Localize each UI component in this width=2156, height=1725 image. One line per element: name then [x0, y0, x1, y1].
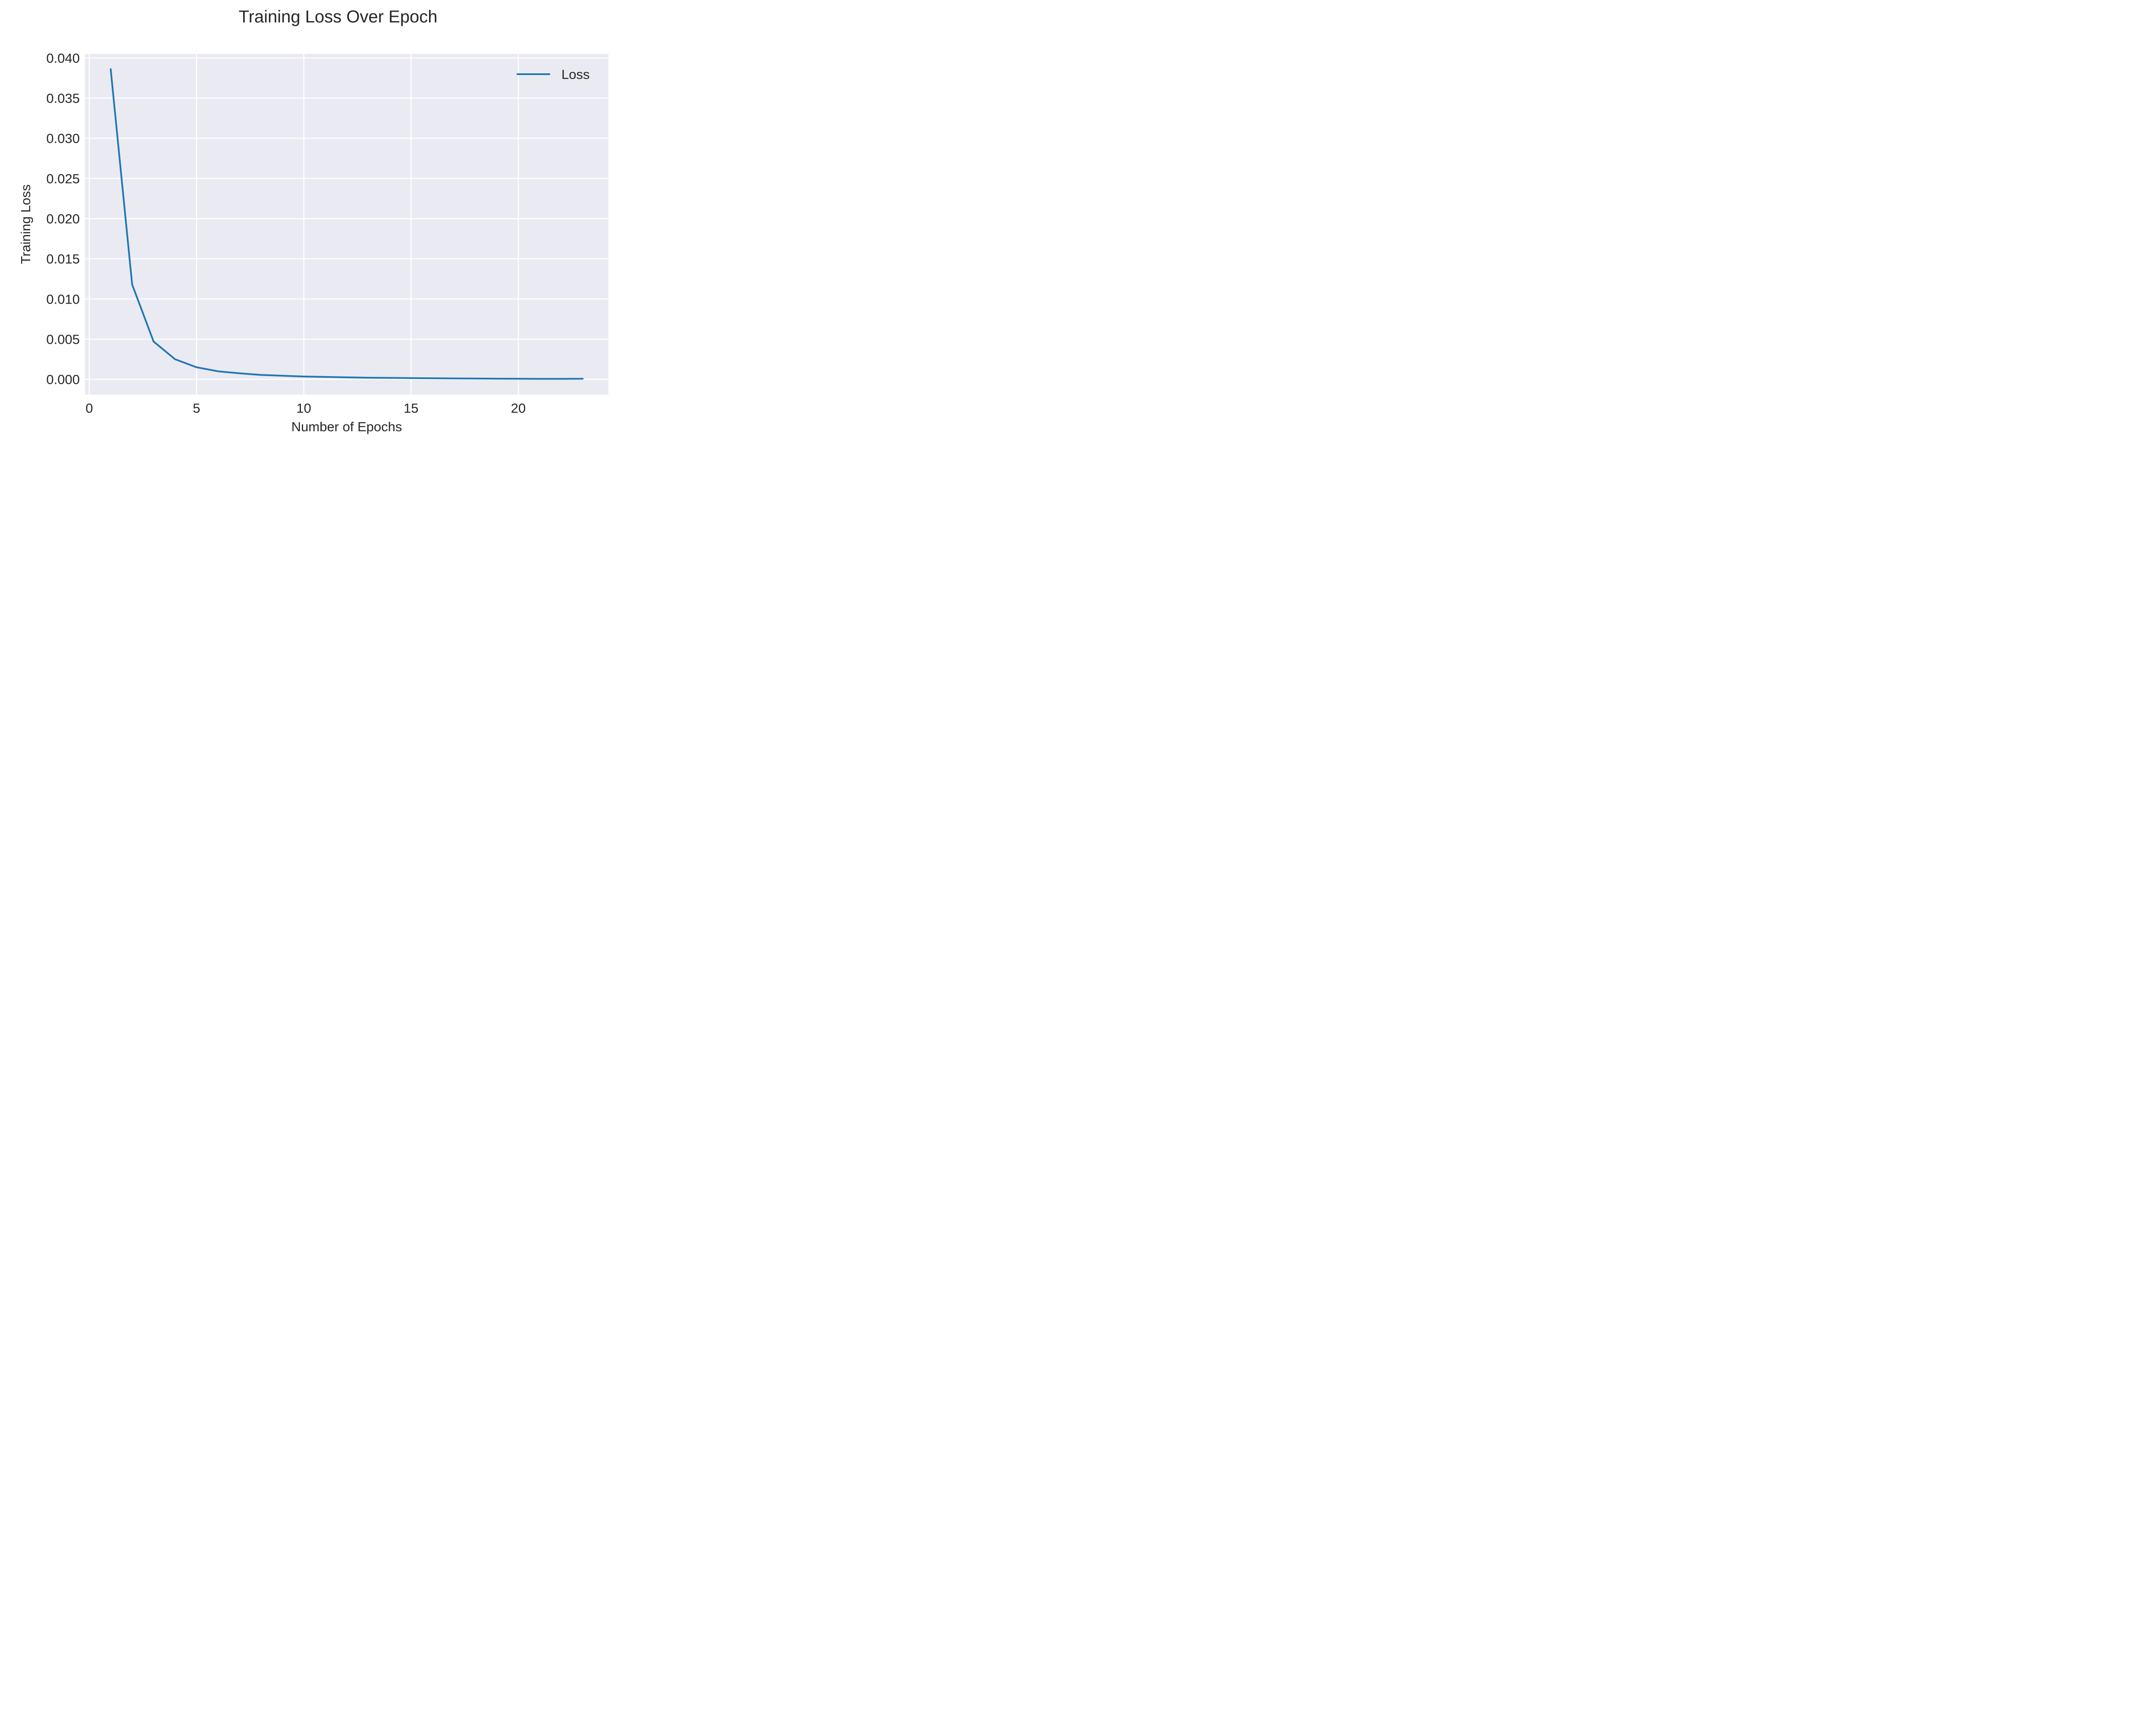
series-layer: [110, 68, 584, 380]
legend: Loss: [517, 67, 589, 82]
x-tick-label: 20: [511, 401, 526, 416]
x-tick-label: 5: [193, 401, 200, 416]
y-tick-label: 0.030: [46, 131, 80, 146]
chart-title: Training Loss Over Epoch: [239, 7, 438, 26]
y-tick-label: 0.035: [46, 91, 80, 106]
y-tick-label: 0.010: [46, 292, 80, 307]
y-tick-label: 0.015: [46, 251, 80, 267]
y-tick-label: 0.005: [46, 332, 80, 347]
series-line-loss: [110, 68, 584, 380]
x-tick-label: 0: [85, 401, 93, 416]
y-tick-label: 0.040: [46, 50, 80, 66]
x-tick-label: 10: [296, 401, 311, 416]
y-tick-label: 0.020: [46, 211, 80, 226]
grid-lines: [85, 54, 608, 395]
y-tick-label: 0.025: [46, 171, 80, 186]
x-axis-ticks: 0 5 10 15 20: [85, 401, 526, 416]
legend-label-loss: Loss: [561, 67, 589, 82]
plot-area: [85, 54, 608, 395]
x-axis-label: Number of Epochs: [291, 419, 402, 434]
y-axis-label: Training Loss: [18, 185, 33, 264]
y-axis-ticks: 0.000 0.005 0.010 0.015 0.020 0.025 0.030 0.035…: [46, 50, 80, 387]
line-chart: Training Loss Over Epoch 0 5 10 15 20 0.0000…: [18, 7, 608, 434]
x-tick-label: 15: [404, 401, 418, 416]
y-tick-label: 0.000: [46, 372, 80, 387]
